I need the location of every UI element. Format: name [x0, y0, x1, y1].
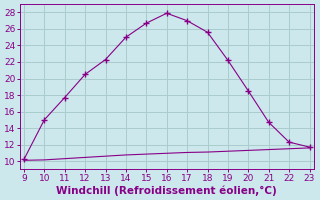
X-axis label: Windchill (Refroidissement éolien,°C): Windchill (Refroidissement éolien,°C)	[56, 185, 277, 196]
